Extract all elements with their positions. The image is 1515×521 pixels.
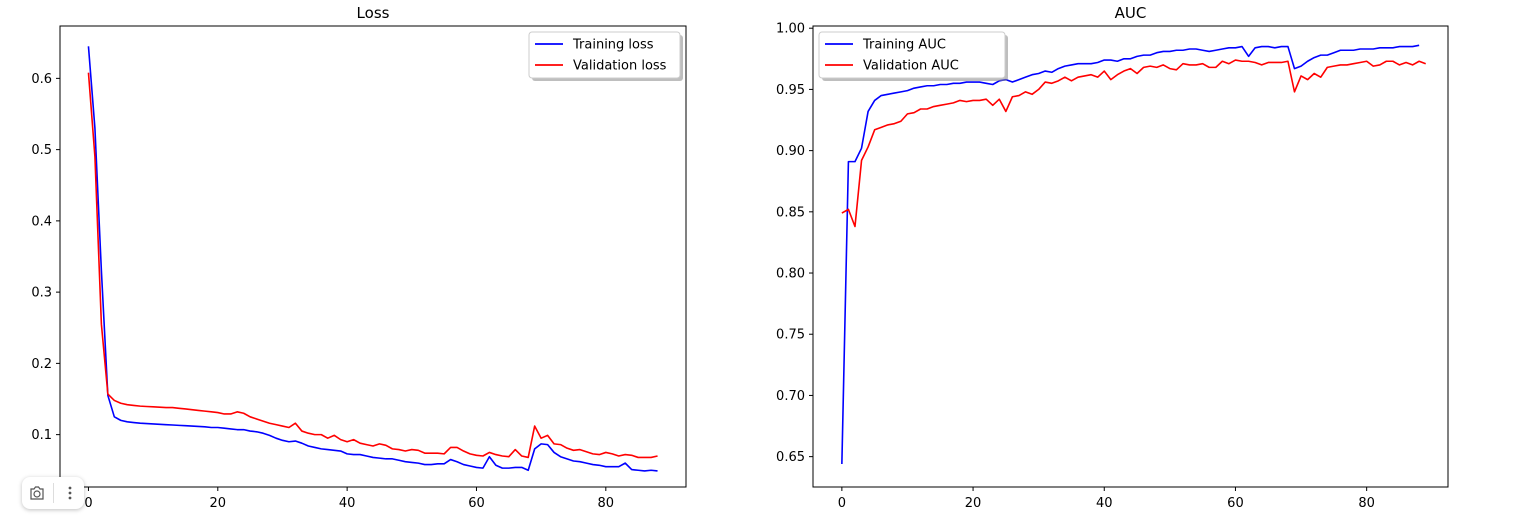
y-tick-label: 0.95 xyxy=(776,83,805,98)
series-line-0 xyxy=(841,44,1420,465)
plot-frame xyxy=(59,25,687,488)
y-tick-label: 0.85 xyxy=(776,205,805,220)
x-tick-label: 20 xyxy=(965,496,982,511)
y-tick-label: 0.3 xyxy=(31,286,52,301)
series-line-1 xyxy=(87,72,658,459)
more-vertical-icon[interactable] xyxy=(57,480,83,506)
legend-label: Training AUC xyxy=(862,38,946,53)
legend-label: Validation loss xyxy=(573,59,667,74)
y-tick-label: 0.4 xyxy=(31,214,52,229)
x-tick-label: 60 xyxy=(1227,496,1244,511)
x-tick-label: 80 xyxy=(598,496,615,511)
toolbar-divider xyxy=(52,483,54,503)
y-tick-label: 0.70 xyxy=(776,389,805,404)
camera-icon[interactable] xyxy=(24,480,50,506)
x-tick-label: 60 xyxy=(468,496,485,511)
series-line-1 xyxy=(841,59,1426,228)
y-tick-label: 0.1 xyxy=(31,428,52,443)
x-tick-label: 0 xyxy=(84,496,92,511)
x-tick-label: 40 xyxy=(339,496,356,511)
plot-frame xyxy=(812,25,1449,488)
chart-title: AUC xyxy=(1115,4,1147,22)
plot-toolbar xyxy=(22,477,84,509)
chart-title: Loss xyxy=(357,4,390,22)
legend: Training loss Validation loss xyxy=(528,31,683,81)
legend-label: Validation AUC xyxy=(863,59,959,74)
legend-label: Training loss xyxy=(572,38,654,53)
chart-auc: AUC 0 20 40 60 80 0.65 0.70 0.75 0.80 0.85 0.90 0.95… xyxy=(776,4,1449,511)
x-tick-label: 20 xyxy=(210,496,227,511)
y-tick-label: 0.6 xyxy=(31,72,52,87)
y-tick-label: 0.90 xyxy=(776,144,805,159)
y-tick-label: 0.75 xyxy=(776,328,805,343)
y-tick-label: 0.5 xyxy=(31,143,52,158)
legend: Training AUC Validation AUC xyxy=(818,31,1008,81)
legend-box xyxy=(528,31,681,79)
legend-box xyxy=(818,31,1006,79)
y-tick-label: 0.65 xyxy=(776,450,805,465)
y-tick-label: 0.2 xyxy=(31,357,52,372)
x-tick-label: 40 xyxy=(1096,496,1113,511)
chart-loss: Loss 0 20 40 60 80 0.1 0.2 0.3 0.4 0.5 0.6 Training … xyxy=(31,4,687,511)
y-tick-label: 0.80 xyxy=(776,267,805,282)
x-tick-label: 80 xyxy=(1358,496,1375,511)
series-line-0 xyxy=(87,46,658,472)
y-tick-label: 1.00 xyxy=(776,22,805,37)
x-tick-label: 0 xyxy=(838,496,846,511)
